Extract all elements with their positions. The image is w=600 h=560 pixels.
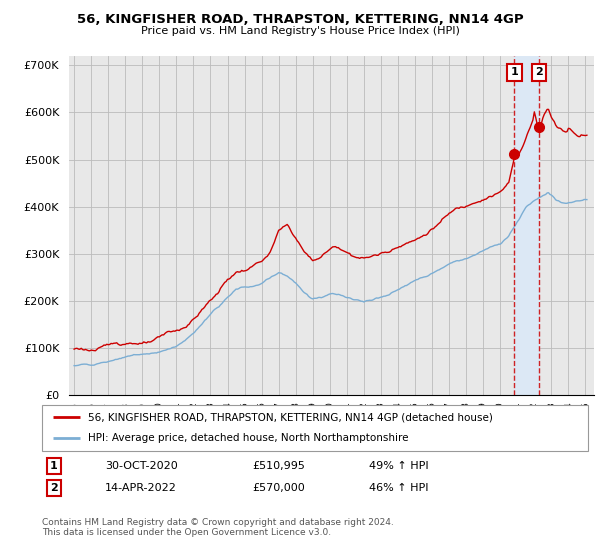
Text: 14-APR-2022: 14-APR-2022 <box>105 483 177 493</box>
Text: HPI: Average price, detached house, North Northamptonshire: HPI: Average price, detached house, Nort… <box>88 433 409 444</box>
Text: 49% ↑ HPI: 49% ↑ HPI <box>369 461 428 471</box>
Text: 2: 2 <box>535 67 543 77</box>
Text: 56, KINGFISHER ROAD, THRAPSTON, KETTERING, NN14 4GP: 56, KINGFISHER ROAD, THRAPSTON, KETTERIN… <box>77 13 523 26</box>
Text: 46% ↑ HPI: 46% ↑ HPI <box>369 483 428 493</box>
Text: 56, KINGFISHER ROAD, THRAPSTON, KETTERING, NN14 4GP (detached house): 56, KINGFISHER ROAD, THRAPSTON, KETTERIN… <box>88 412 493 422</box>
Text: 2: 2 <box>50 483 58 493</box>
Text: 1: 1 <box>511 67 518 77</box>
Text: £570,000: £570,000 <box>252 483 305 493</box>
Bar <box>514 56 539 395</box>
Text: £510,995: £510,995 <box>252 461 305 471</box>
Text: Price paid vs. HM Land Registry's House Price Index (HPI): Price paid vs. HM Land Registry's House … <box>140 26 460 36</box>
Text: Contains HM Land Registry data © Crown copyright and database right 2024.
This d: Contains HM Land Registry data © Crown c… <box>42 518 394 538</box>
Text: 30-OCT-2020: 30-OCT-2020 <box>105 461 178 471</box>
Text: 1: 1 <box>50 461 58 471</box>
FancyBboxPatch shape <box>42 405 588 451</box>
